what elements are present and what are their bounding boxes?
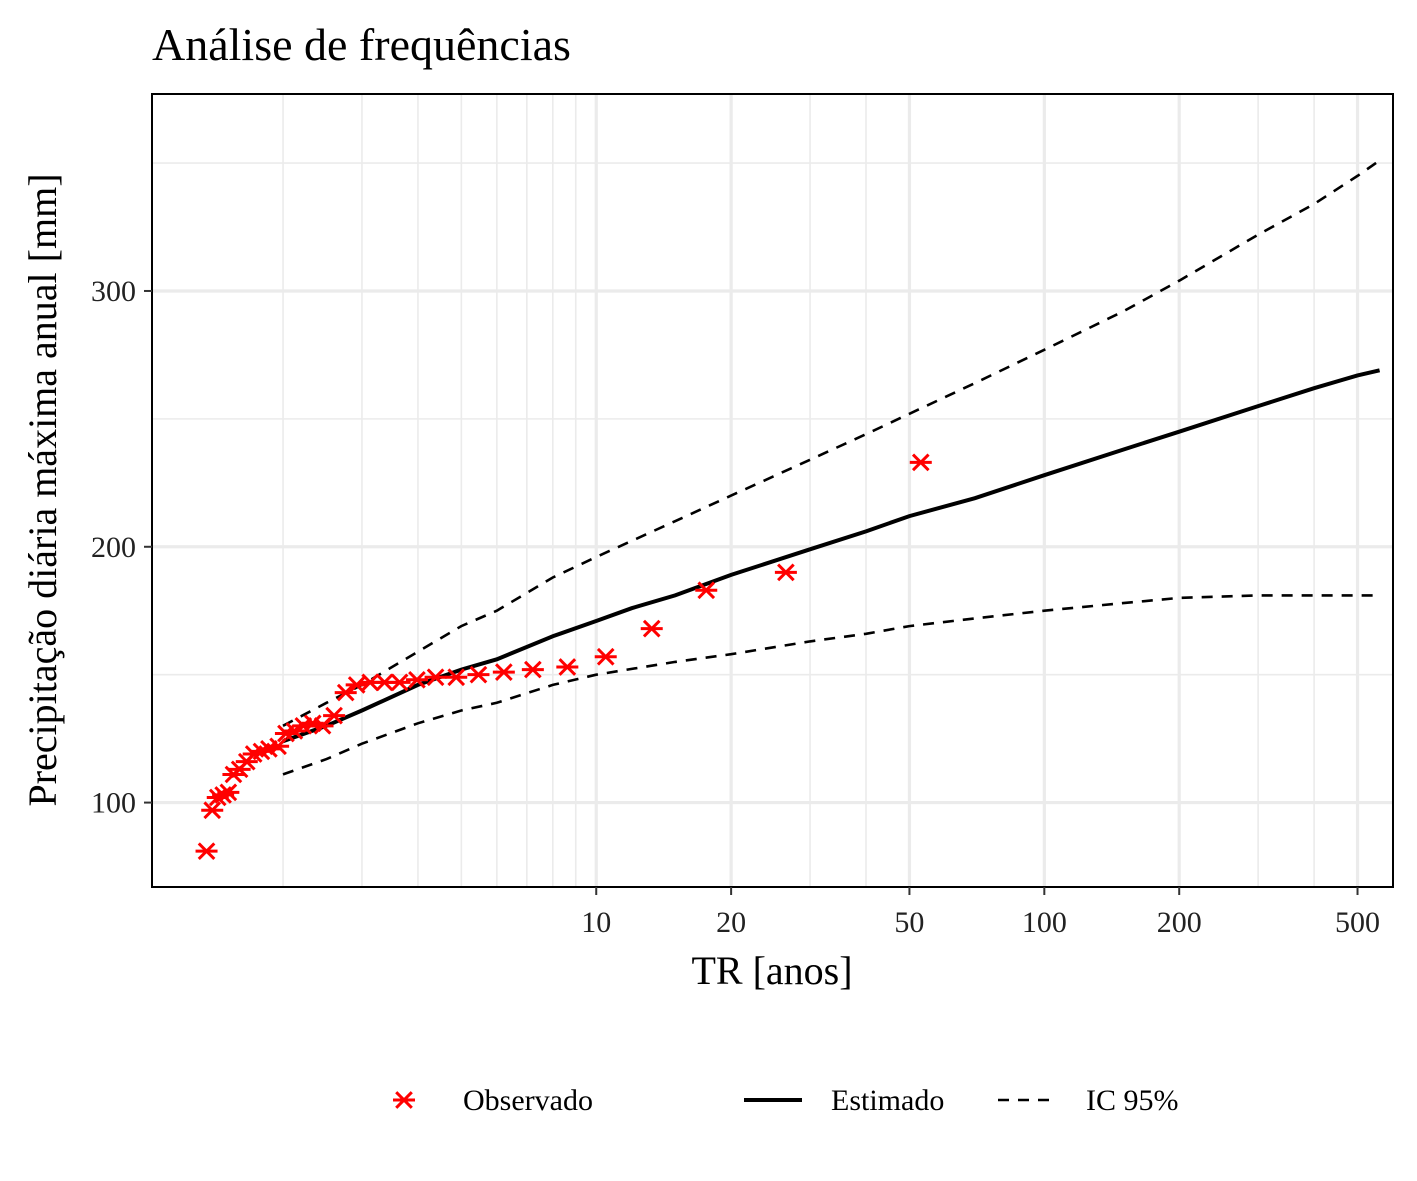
observed-point xyxy=(405,670,428,689)
marker-stroke xyxy=(336,683,355,702)
x-axis-title: TR [anos] xyxy=(691,948,852,993)
marker-stroke xyxy=(395,1091,413,1109)
observed-point xyxy=(195,842,218,861)
observed-point xyxy=(217,783,240,802)
lines xyxy=(282,159,1381,776)
x-tick-label: 200 xyxy=(1157,906,1202,939)
estimated-line xyxy=(282,368,1381,744)
marker-stroke xyxy=(375,673,394,692)
marker-stroke xyxy=(197,842,216,861)
marker-stroke xyxy=(361,673,380,692)
plot-panel-border xyxy=(151,93,1394,888)
x-tick-label: 100 xyxy=(1022,906,1067,939)
marker-stroke xyxy=(219,783,238,802)
observed-point xyxy=(492,663,515,681)
ci-lower-line xyxy=(282,594,1380,776)
grid xyxy=(152,94,1393,887)
marker-stroke xyxy=(325,706,343,725)
observed-point xyxy=(201,801,224,820)
legend-label-observado: Observado xyxy=(463,1084,593,1117)
ci-upper-line xyxy=(282,159,1381,727)
observed-point xyxy=(594,647,617,666)
marker-stroke xyxy=(214,786,232,804)
y-tick-label: 200 xyxy=(91,531,136,564)
marker-stroke xyxy=(777,563,795,582)
marker-stroke xyxy=(558,658,577,676)
chart-title: Análise de frequências xyxy=(152,19,571,70)
observed-point xyxy=(640,619,663,638)
observed-point xyxy=(445,668,468,687)
marker-stroke xyxy=(347,676,366,694)
marker-stroke xyxy=(469,665,488,684)
marker-stroke xyxy=(303,714,322,733)
y-axis-title: Precipitação diária máxima anual [mm] xyxy=(20,173,65,806)
observed-point xyxy=(388,673,411,692)
marker-stroke xyxy=(408,670,426,689)
observed-point xyxy=(556,658,579,676)
marker-stroke xyxy=(642,619,661,638)
x-tick-label: 50 xyxy=(894,906,924,939)
observed-point xyxy=(909,453,932,472)
marker-stroke xyxy=(203,801,222,820)
observed-point xyxy=(424,668,447,687)
marker-stroke xyxy=(269,737,287,756)
y-tick-label: 300 xyxy=(91,275,136,308)
legend-key-observado xyxy=(393,1091,415,1109)
observed-point xyxy=(467,665,490,684)
x-tick-label: 500 xyxy=(1335,906,1380,939)
x-tick-label: 20 xyxy=(716,906,746,939)
observed-point xyxy=(345,676,368,694)
observed-point xyxy=(774,563,797,582)
observed-points xyxy=(195,453,932,861)
y-tick-label: 100 xyxy=(91,787,136,820)
marker-stroke xyxy=(447,668,466,687)
marker-stroke xyxy=(494,663,513,681)
legend-label-estimado: Estimado xyxy=(831,1084,944,1117)
marker-stroke xyxy=(390,673,409,692)
marker-stroke xyxy=(524,660,542,679)
legend: Observado Estimado IC 95% xyxy=(393,1084,1179,1117)
x-tick-label: 10 xyxy=(581,906,611,939)
observed-point xyxy=(323,706,346,725)
observed-point xyxy=(267,737,290,756)
legend-label-ic95: IC 95% xyxy=(1086,1084,1179,1117)
observed-point xyxy=(521,660,544,679)
observed-point xyxy=(695,581,718,600)
observed-point xyxy=(334,683,357,702)
marker-stroke xyxy=(426,668,445,687)
marker-stroke xyxy=(596,647,615,666)
marker-stroke xyxy=(697,581,716,600)
axis-ticks: 10 20 50 100 200 500 100 200 300 xyxy=(91,275,1380,939)
marker-stroke xyxy=(911,453,930,472)
